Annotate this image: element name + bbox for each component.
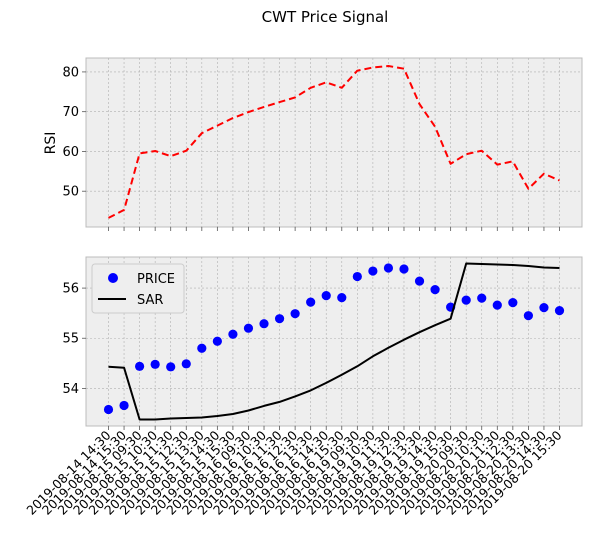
price-point (306, 297, 316, 307)
price-point (508, 298, 518, 308)
price-point (368, 266, 378, 276)
sar-line (108, 262, 560, 421)
legend: PRICE SAR (91, 263, 185, 314)
price-point (337, 293, 347, 303)
rsi-line (108, 65, 560, 219)
price-point (352, 271, 362, 282)
price-point (430, 284, 440, 295)
legend-price-label: PRICE (137, 272, 175, 287)
price-point (228, 329, 238, 339)
rsi-y-tick-label: 70 (62, 105, 79, 120)
rsi-plot-area (85, 57, 583, 228)
price-point (539, 303, 549, 313)
price-point (461, 295, 471, 305)
price-point (554, 306, 565, 316)
rsi-y-tick-label: 50 (62, 185, 79, 200)
legend-sar-label: SAR (137, 293, 163, 308)
price-y-tick-label: 54 (62, 382, 79, 397)
price-y-tick-label: 55 (62, 332, 79, 347)
price-point (212, 336, 222, 346)
price-point (321, 291, 331, 301)
price-y-tick-label: 56 (62, 282, 79, 297)
legend-price-marker (108, 273, 118, 283)
price-point (181, 359, 191, 369)
price-point (259, 319, 269, 329)
chart-title: CWT Price Signal (262, 8, 389, 26)
price-point (290, 309, 300, 319)
price-point (492, 300, 502, 310)
price-point (135, 361, 145, 371)
price-point (383, 263, 394, 273)
price-point (523, 311, 533, 321)
price-point (414, 276, 425, 286)
price-point (103, 404, 114, 415)
price-point (243, 323, 254, 333)
rsi-y-axis-label: RSI (43, 132, 59, 155)
price-point (197, 343, 207, 353)
rsi-y-tick-label: 80 (62, 65, 79, 80)
price-point (274, 314, 285, 324)
price-point (150, 359, 160, 369)
rsi-panel: 50 60 70 80 RSI (43, 57, 583, 231)
price-point (399, 264, 409, 274)
price-point (119, 400, 129, 411)
price-panel: 54 55 56 PRICE SAR (62, 256, 583, 430)
price-point (477, 293, 487, 303)
price-point (166, 362, 176, 372)
rsi-y-tick-label: 60 (62, 145, 79, 160)
